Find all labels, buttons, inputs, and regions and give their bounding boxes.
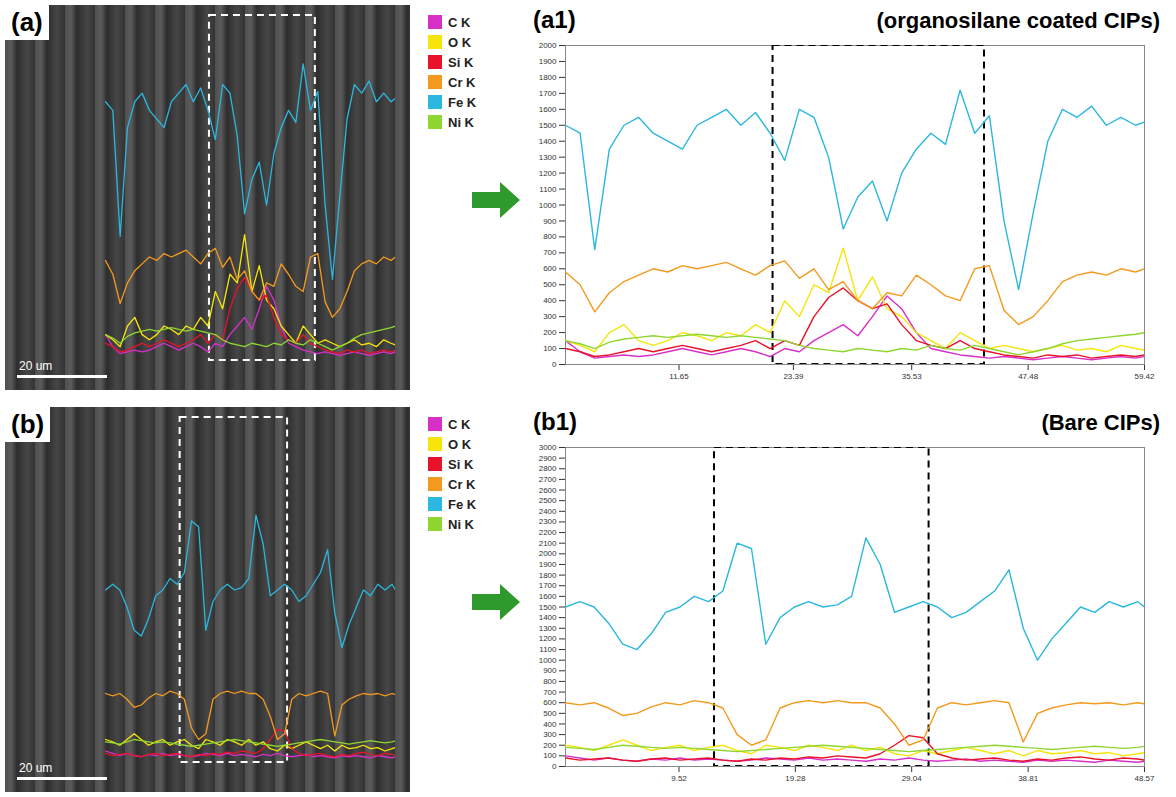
svg-text:1500: 1500 (539, 603, 557, 612)
svg-text:38.81: 38.81 (1018, 774, 1039, 783)
svg-text:1600: 1600 (539, 105, 557, 114)
svg-text:47.48: 47.48 (1018, 372, 1039, 381)
svg-text:500: 500 (543, 709, 557, 718)
svg-text:2100: 2100 (539, 539, 557, 548)
svg-text:2500: 2500 (539, 496, 557, 505)
html-text:Fe K: Fe K (448, 496, 477, 512)
svg-text:1600: 1600 (539, 592, 557, 601)
html-text:O K: O K (448, 436, 472, 452)
svg-text:2700: 2700 (539, 475, 557, 484)
html-text:Fe K: Fe K (448, 94, 477, 110)
svg-text:1400: 1400 (539, 137, 557, 146)
svg-text:3000: 3000 (539, 443, 557, 452)
svg-text:1900: 1900 (539, 560, 557, 569)
svg-text:900: 900 (543, 666, 557, 675)
svg-text:2400: 2400 (539, 507, 557, 516)
svg-text:48.57: 48.57 (1134, 774, 1155, 783)
html-text:Si K: Si K (448, 54, 474, 70)
svg-text:200: 200 (543, 328, 557, 337)
svg-text:600: 600 (543, 698, 557, 707)
svg-text:1300: 1300 (539, 624, 557, 633)
html-text:C K: C K (448, 14, 471, 30)
svg-text:800: 800 (543, 232, 557, 241)
html-text:(a1): (a1) (533, 6, 576, 33)
svg-text:300: 300 (543, 730, 557, 739)
html-text:C K: C K (448, 416, 471, 432)
svg-text:300: 300 (543, 312, 557, 321)
svg-text:1100: 1100 (539, 645, 557, 654)
html-text:Cr K: Cr K (448, 74, 476, 90)
svg-text:1100: 1100 (539, 185, 557, 194)
svg-text:600: 600 (543, 264, 557, 273)
svg-text:400: 400 (543, 296, 557, 305)
html-text:Cr K: Cr K (448, 476, 476, 492)
html-text:(organosilane coated CIPs): (organosilane coated CIPs) (876, 8, 1160, 33)
svg-text:1500: 1500 (539, 121, 557, 130)
html-text:O K: O K (448, 34, 472, 50)
svg-text:1800: 1800 (539, 73, 557, 82)
svg-text:2300: 2300 (539, 517, 557, 526)
svg-text:1800: 1800 (539, 571, 557, 580)
svg-text:2000: 2000 (539, 41, 557, 50)
svg-text:500: 500 (543, 280, 557, 289)
svg-text:23.39: 23.39 (783, 372, 804, 381)
svg-text:2800: 2800 (539, 464, 557, 473)
svg-text:35.53: 35.53 (902, 372, 923, 381)
svg-text:700: 700 (543, 688, 557, 697)
svg-text:100: 100 (543, 751, 557, 760)
svg-text:19.28: 19.28 (785, 774, 806, 783)
svg-text:59.42: 59.42 (1134, 372, 1155, 381)
svg-text:0: 0 (552, 762, 557, 771)
html-text:(Bare CIPs): (Bare CIPs) (1041, 410, 1160, 435)
svg-text:400: 400 (543, 720, 557, 729)
svg-text:2200: 2200 (539, 528, 557, 537)
html-text:Ni K: Ni K (448, 516, 474, 532)
svg-text:1400: 1400 (539, 613, 557, 622)
svg-text:9.52: 9.52 (671, 774, 687, 783)
svg-text:29.04: 29.04 (902, 774, 923, 783)
svg-text:2000: 2000 (539, 549, 557, 558)
svg-text:1200: 1200 (539, 169, 557, 178)
svg-text:2600: 2600 (539, 486, 557, 495)
html-text:(b1): (b1) (533, 408, 577, 435)
svg-text:1000: 1000 (539, 201, 557, 210)
svg-text:100: 100 (543, 344, 557, 353)
svg-text:1700: 1700 (539, 89, 557, 98)
svg-text:800: 800 (543, 677, 557, 686)
html-text:20 um: 20 um (19, 359, 53, 373)
svg-text:2900: 2900 (539, 454, 557, 463)
html-text:Ni K: Ni K (448, 114, 474, 130)
svg-text:1900: 1900 (539, 57, 557, 66)
html-text:20 um: 20 um (19, 761, 53, 775)
html-text:(a): (a) (11, 7, 43, 37)
svg-text:200: 200 (543, 741, 557, 750)
svg-text:1200: 1200 (539, 634, 557, 643)
html-text:(b): (b) (11, 409, 45, 439)
svg-text:11.65: 11.65 (669, 372, 689, 381)
svg-text:1000: 1000 (539, 656, 557, 665)
svg-text:700: 700 (543, 248, 557, 257)
svg-text:1700: 1700 (539, 581, 557, 590)
html-text:Si K: Si K (448, 456, 474, 472)
svg-text:0: 0 (552, 360, 557, 369)
svg-text:1300: 1300 (539, 153, 557, 162)
svg-text:900: 900 (543, 217, 557, 226)
